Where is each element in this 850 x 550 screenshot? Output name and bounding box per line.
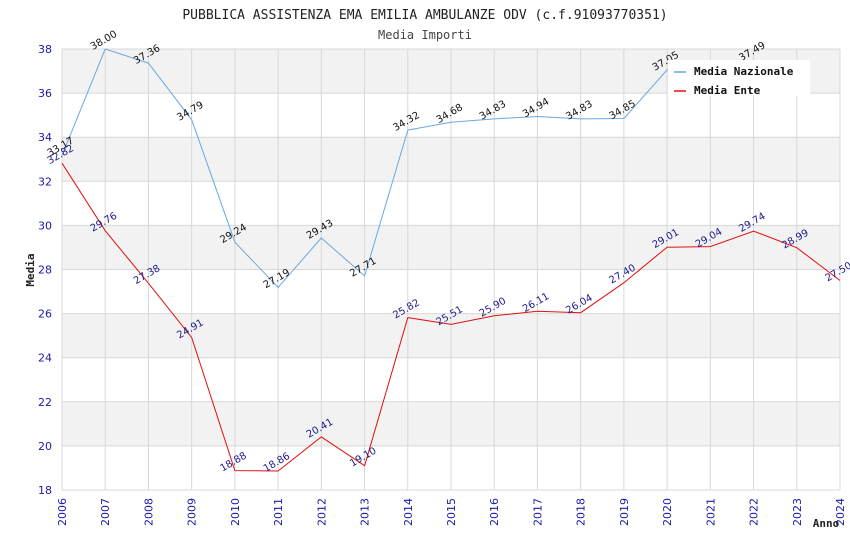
x-tick-label: 2010 [229,498,242,526]
grid-lines [61,48,841,491]
chart-title: PUBBLICA ASSISTENZA EMA EMILIA AMBULANZE… [182,8,667,23]
legend: Media Nazionale Media Ente [668,60,810,97]
y-tick-label: 38 [38,43,52,56]
legend-box [668,60,810,96]
x-tick-label: 2012 [315,498,328,526]
y-tick-label: 22 [38,396,52,409]
x-tick-label: 2016 [488,498,501,526]
y-tick-label: 24 [38,352,52,365]
x-tick-label: 2014 [402,498,415,526]
x-tick-label: 2017 [531,498,544,526]
x-tick-label: 2011 [272,498,285,526]
y-tick-label: 30 [38,219,52,232]
legend-label-nazionale: Media Nazionale [694,65,794,78]
x-tick-label: 2015 [445,498,458,526]
y-axis-ticks: 18 20 22 24 26 28 30 32 34 36 38 [38,43,52,497]
series-line-ente [61,162,841,472]
y-tick-label: 34 [38,131,52,144]
x-tick-label: 2022 [748,498,761,526]
x-tick-label: 2024 [834,498,847,526]
y-axis-label: Media [24,253,37,286]
series-line-nazionale [61,48,754,289]
y-tick-label: 36 [38,87,52,100]
x-tick-label: 2018 [575,498,588,526]
x-tick-label: 2020 [661,498,674,526]
legend-label-ente: Media Ente [694,84,761,97]
x-tick-label: 2006 [56,498,69,526]
x-tick-label: 2009 [186,498,199,526]
x-tick-label: 2013 [359,498,372,526]
y-tick-label: 28 [38,264,52,277]
x-tick-label: 2008 [142,498,155,526]
chart-subtitle: Media Importi [378,28,472,42]
y-tick-label: 32 [38,175,52,188]
x-tick-label: 2019 [618,498,631,526]
x-axis-ticks: 2006 2007 2008 2009 2010 2011 2012 2013 2014 2015… [56,498,847,526]
y-tick-label: 18 [38,484,52,497]
x-tick-label: 2023 [791,498,804,526]
x-tick-label: 2021 [704,498,717,526]
x-axis-label: Anno [813,517,840,530]
y-tick-label: 26 [38,308,52,321]
y-tick-label: 20 [38,440,52,453]
x-tick-label: 2007 [99,498,112,526]
series-lines [61,48,841,472]
